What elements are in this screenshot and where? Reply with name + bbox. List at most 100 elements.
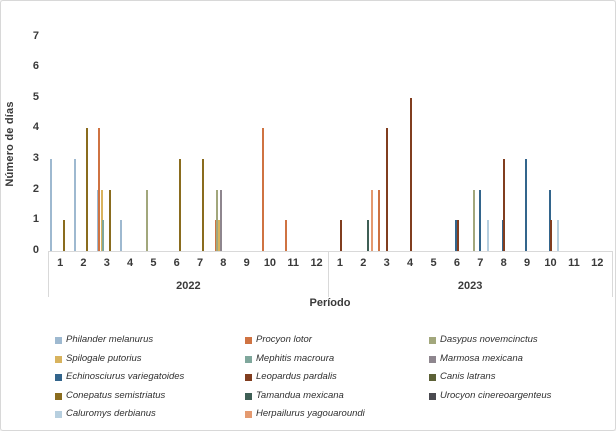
month-tick-label: 12 (310, 257, 323, 269)
legend-swatch (55, 374, 62, 381)
month-tick-label: 5 (430, 257, 437, 269)
bar-2023-m9 (525, 159, 528, 251)
legend-swatch (55, 392, 62, 400)
bar-2022-m8 (214, 220, 217, 251)
month-tick-label: 6 (453, 257, 460, 269)
bar-2023-m10 (548, 189, 551, 251)
y-tick-label: 5 (32, 90, 39, 103)
legend-label: Urocyon cinereoargenteus (440, 389, 552, 401)
legend-swatch (55, 355, 62, 363)
month-tick-label: 7 (196, 257, 204, 269)
legend-label: Canis latrans (440, 371, 496, 382)
month-tick-label: 12 (591, 257, 604, 269)
legend-label: Philander melanurus (66, 334, 154, 345)
month-tick-label: 9 (243, 257, 250, 269)
bar-2022-m1 (62, 220, 65, 251)
legend-swatch (245, 392, 252, 400)
month-tick-label: 1 (336, 257, 343, 269)
legend-swatch (429, 355, 436, 363)
legend-label: Procyon lotor (256, 334, 312, 345)
y-tick-label: 3 (32, 152, 39, 165)
year-separator (328, 251, 329, 297)
legend-label: Mephitis macroura (256, 352, 335, 364)
bar-2022-m7 (202, 159, 205, 251)
x-axis-line (48, 251, 613, 252)
legend-label: Dasypus novemcinctus (440, 334, 538, 345)
legend-swatch (55, 411, 62, 418)
legend-swatch (55, 337, 62, 344)
legend-swatch (245, 337, 252, 344)
bar-2022-m8 (217, 220, 220, 251)
legend-swatch (245, 355, 252, 363)
month-tick-label: 11 (568, 257, 580, 269)
legend-label: Echinosciurus variegatoides (66, 371, 185, 382)
month-tick-label: 7 (477, 257, 484, 269)
year-label-2022: 2022 (176, 280, 201, 292)
year-separator (48, 251, 49, 297)
bar-2022-m2 (85, 128, 88, 251)
bar-2022-m3 (102, 220, 105, 251)
month-tick-label: 5 (150, 257, 157, 269)
bar-2022-m5 (146, 189, 149, 251)
legend-label: Tamandua mexicana (256, 389, 344, 401)
month-tick-label: 1 (57, 257, 64, 269)
legend-swatch (245, 374, 252, 381)
bar-2022-m2 (73, 159, 76, 251)
bar-2022-m3 (101, 189, 104, 251)
bar-2022-m6 (179, 159, 182, 251)
bar-2023-m3 (378, 189, 381, 251)
legend: Philander melanurus Procyon lotor Dasypus … (1, 327, 615, 427)
legend-swatch (245, 411, 252, 418)
month-tick-label: 3 (383, 257, 390, 269)
month-tick-label: 2 (80, 257, 87, 269)
bar-2023-m6 (455, 220, 458, 251)
bar-2022-m1 (50, 159, 53, 251)
bar-2022-m3 (97, 189, 99, 251)
bar-2023-m4 (409, 97, 412, 251)
legend-label: Conepatus semistriatus (66, 389, 166, 401)
legend-label: Herpailurus yagouaroundi (256, 408, 365, 419)
month-tick-label: 11 (287, 257, 300, 269)
bar-2022-m11 (284, 220, 287, 251)
y-tick-label: 1 (32, 213, 39, 226)
month-tick-label: 10 (263, 257, 277, 269)
bar-2023-m7 (473, 189, 476, 251)
month-tick-label: 8 (500, 257, 507, 269)
bar-2023-m2 (367, 220, 370, 251)
y-tick-label: 7 (32, 29, 39, 42)
month-tick-label: 9 (524, 257, 531, 269)
month-tick-label: 6 (173, 257, 180, 269)
legend-swatch (429, 374, 436, 381)
bar-2023-m1 (339, 220, 342, 251)
legend-swatch (429, 392, 436, 400)
y-tick-label: 4 (32, 121, 39, 134)
bar-2022-m3 (98, 128, 101, 251)
bar-2023-m8 (503, 159, 506, 251)
legend-label: Marmosa mexicana (440, 352, 523, 364)
y-tick-label: 6 (32, 60, 39, 73)
x-axis-title: Período (309, 297, 351, 309)
month-tick-label: 10 (544, 257, 557, 269)
bar-2023-m10 (556, 220, 559, 251)
legend-label: Leopardus pardalis (256, 371, 337, 382)
bar-2022-m4 (120, 220, 123, 251)
legend-label: Caluromys derbianus (66, 408, 156, 419)
month-tick-label: 2 (360, 257, 367, 269)
legend-label: Spilogale putorius (66, 352, 142, 364)
month-tick-label: 4 (127, 257, 134, 269)
bar-2023-m3 (386, 128, 389, 251)
legend-swatch (429, 337, 436, 344)
year-label-2023: 2023 (457, 280, 483, 292)
month-tick-label: 3 (103, 257, 110, 269)
bar-2023-m8 (502, 220, 505, 251)
bar-2022-m8 (216, 189, 219, 251)
bar-2022-m8 (220, 189, 223, 251)
bar-2023-m10 (550, 220, 553, 251)
bar-2022-m10 (261, 128, 264, 251)
bar-2023-m7 (478, 189, 481, 251)
bar-2022-m3 (109, 189, 112, 251)
bar-2023-m7 (486, 220, 489, 251)
month-tick-label: 4 (407, 257, 414, 269)
y-tick-label: 2 (32, 182, 39, 195)
